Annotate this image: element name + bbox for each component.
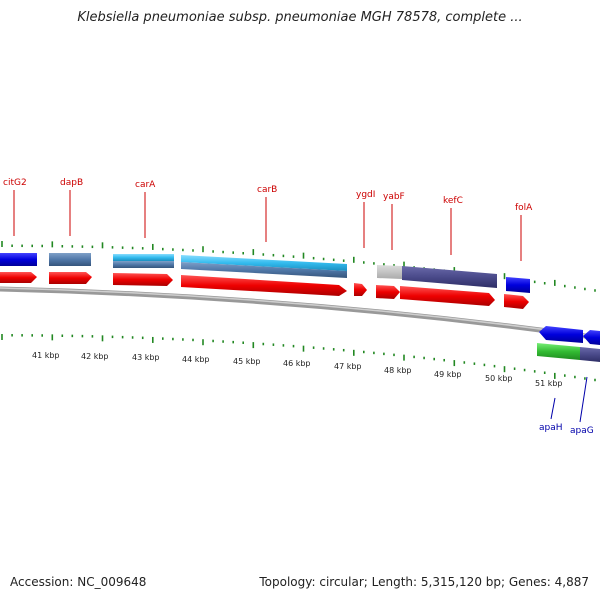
gene-feature[interactable] <box>537 343 580 360</box>
cds-arrow-reverse[interactable] <box>539 326 583 343</box>
bottom-tick-track <box>1 334 596 382</box>
gene-feature[interactable] <box>0 253 37 266</box>
cds-arrow[interactable] <box>376 285 400 299</box>
gene-label-dapb[interactable]: dapB <box>60 178 83 188</box>
gene-label-ygdi[interactable]: ygdI <box>356 190 375 200</box>
kbp-label: 42 kbp <box>81 352 109 361</box>
gene-feature[interactable] <box>377 265 402 279</box>
cds-arrow[interactable] <box>354 283 367 296</box>
kbp-label: 43 kbp <box>132 353 160 362</box>
gene-label-kefc[interactable]: kefC <box>443 196 463 206</box>
gene-feature[interactable] <box>402 266 497 288</box>
kbp-label: 41 kbp <box>32 351 60 360</box>
cds-arrow[interactable] <box>400 286 495 306</box>
gene-feature[interactable] <box>49 253 91 266</box>
genome-backbone <box>0 286 600 341</box>
gene-feature[interactable] <box>113 261 174 268</box>
kbp-label: 47 kbp <box>334 362 362 371</box>
cds-arrow[interactable] <box>504 294 529 309</box>
genome-backbone-highlight <box>0 287 600 338</box>
kbp-label: 51 kbp <box>535 379 563 388</box>
kbp-label: 49 kbp <box>434 370 462 379</box>
accession-text: Accession: NC_009648 <box>10 575 147 589</box>
gene-label-cara[interactable]: carA <box>135 180 156 190</box>
gene-feature[interactable] <box>506 277 530 293</box>
kbp-label: 45 kbp <box>233 357 261 366</box>
cds-arrow[interactable] <box>113 273 173 286</box>
gene-label-apah[interactable]: apaH <box>539 423 563 433</box>
reverse-gene-track <box>537 326 600 362</box>
gene-feature[interactable] <box>580 347 600 362</box>
top-gene-labels: citG2 dapB carA carB ygdI yabF kefC folA <box>3 178 533 261</box>
gene-feature[interactable] <box>181 255 347 271</box>
kbp-label: 48 kbp <box>384 366 412 375</box>
upper-gene-track <box>0 253 530 293</box>
cds-arrow[interactable] <box>49 272 92 284</box>
gene-feature[interactable] <box>113 254 174 261</box>
kbp-label: 50 kbp <box>485 374 513 383</box>
bottom-gene-labels: apaH apaG <box>539 376 594 436</box>
cds-arrow[interactable] <box>0 272 37 283</box>
gene-feature[interactable] <box>181 262 347 278</box>
cds-arrow[interactable] <box>181 275 347 296</box>
gene-label-citg2[interactable]: citG2 <box>3 178 27 188</box>
gene-label-carb[interactable]: carB <box>257 185 277 195</box>
kbp-labels: 41 kbp 42 kbp 43 kbp 44 kbp 45 kbp 46 kb… <box>32 351 563 388</box>
cds-arrow-reverse[interactable] <box>583 330 600 345</box>
gene-label-fola[interactable]: folA <box>515 203 533 213</box>
kbp-label: 44 kbp <box>182 355 210 364</box>
cds-track <box>0 272 529 309</box>
topology-summary: Topology: circular; Length: 5,315,120 bp… <box>259 575 589 589</box>
gene-label-yabf[interactable]: yabF <box>383 192 405 202</box>
map-title: Klebsiella pneumoniae subsp. pneumoniae … <box>77 10 523 25</box>
gene-label-apag[interactable]: apaG <box>570 426 594 436</box>
kbp-label: 46 kbp <box>283 359 311 368</box>
